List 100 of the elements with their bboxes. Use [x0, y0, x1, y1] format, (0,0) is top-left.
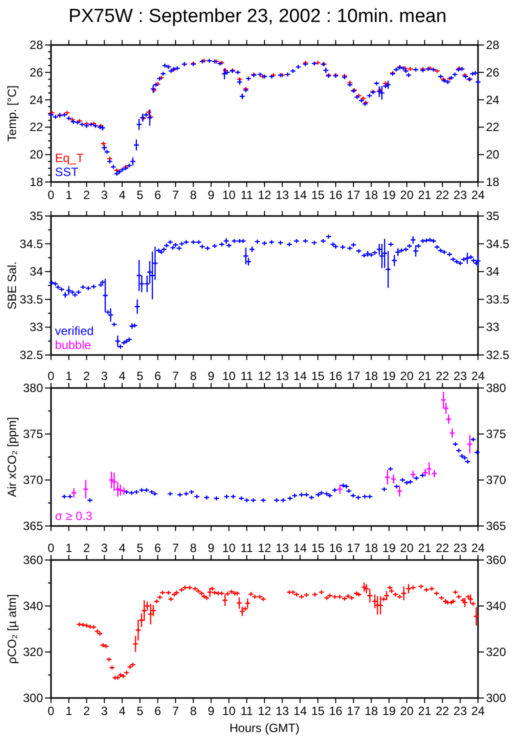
x2-tick-label: 15 [311, 369, 325, 383]
x-tick-label: 17 [346, 188, 360, 202]
x-tick-label: 19 [382, 188, 396, 202]
x2-tick-label: 3 [101, 704, 108, 718]
x2-tick-label: 19 [382, 704, 396, 718]
x-tick-label: 9 [208, 541, 215, 555]
y-tick-label: 22 [30, 120, 44, 134]
y-tick-label: 26 [30, 65, 44, 80]
x2-tick-label: 21 [418, 369, 432, 383]
x-axis-title: Hours (GMT) [230, 721, 300, 735]
x2-tick-label: 7 [172, 704, 180, 718]
x2-tick-label: 23 [454, 369, 468, 383]
x-tick-label: 13 [276, 541, 290, 555]
x-tick-label: 9 [208, 188, 215, 202]
x2-tick-label: 9 [208, 369, 215, 383]
y-tick-label: 365 [22, 519, 44, 533]
series-label: verified [55, 324, 94, 338]
x-tick-label: 3 [101, 188, 108, 202]
y-tick-label: 18 [30, 175, 44, 189]
x-tick-label: 19 [382, 541, 396, 555]
y-tick-label: 35 [30, 209, 44, 223]
x2-tick-label: 13 [276, 369, 290, 383]
x2-tick-label: 6 [154, 704, 162, 718]
x2-tick-label: 11 [240, 704, 254, 718]
x2-tick-label: 18 [364, 369, 378, 383]
y2-tick-label: 340 [486, 599, 506, 613]
x2-tick-label: 10 [222, 704, 236, 718]
x-tick-label: 15 [311, 188, 325, 202]
y-tick-label: 375 [22, 427, 44, 441]
x2-tick-label: 14 [293, 704, 308, 718]
y-tick-label: 33 [30, 320, 44, 334]
x2-tick-label: 5 [136, 704, 144, 718]
x2-tick-label: 19 [382, 369, 396, 383]
x2-tick-label: 6 [154, 369, 162, 383]
y-tick-label: 24 [30, 92, 44, 107]
x-tick-label: 16 [328, 188, 343, 202]
y-tick-label: 20 [30, 148, 44, 162]
x2-tick-label: 15 [311, 704, 325, 718]
x2-tick-label: 17 [346, 369, 360, 383]
x2-tick-label: 24 [471, 369, 485, 383]
x-tick-label: 13 [276, 188, 290, 202]
y2-tick-label: 26 [486, 65, 500, 80]
y-tick-label: 320 [22, 645, 44, 659]
x2-tick-label: 20 [400, 369, 414, 383]
x2-tick-label: 24 [471, 704, 485, 718]
x2-tick-label: 8 [190, 369, 197, 383]
x-tick-label: 22 [436, 541, 450, 555]
x-tick-label: 2 [83, 541, 90, 555]
legend-label: bubble [55, 338, 92, 352]
y-tick-label: 28 [30, 38, 44, 52]
x-tick-label: 17 [346, 541, 360, 555]
x2-tick-label: 22 [436, 369, 450, 383]
x-tick-label: 4 [118, 188, 126, 202]
y-tick-label: 34.5 [20, 236, 44, 251]
y-axis-title: Temp. [°C] [5, 85, 19, 142]
y2-tick-label: 34.5 [486, 236, 510, 251]
x-tick-label: 10 [222, 188, 236, 202]
x2-tick-label: 2 [83, 704, 90, 718]
x-tick-label: 5 [136, 188, 144, 202]
x-tick-label: 12 [258, 541, 272, 555]
x2-tick-label: 1 [65, 704, 72, 718]
x-tick-label: 23 [454, 541, 468, 555]
y2-tick-label: 360 [486, 553, 506, 567]
x2-tick-label: 3 [101, 369, 108, 383]
x2-tick-label: 0 [48, 369, 55, 383]
x2-tick-label: 23 [454, 704, 468, 718]
y2-tick-label: 33 [486, 320, 500, 334]
y2-tick-label: 320 [486, 645, 506, 659]
x-tick-label: 20 [400, 188, 414, 202]
y2-tick-label: 35 [486, 209, 500, 223]
x2-tick-label: 14 [293, 369, 308, 383]
y-tick-label: 34 [30, 264, 44, 279]
x2-tick-label: 1 [65, 369, 72, 383]
y-axis-title: SBE Sal. [5, 261, 19, 310]
x2-tick-label: 13 [276, 704, 290, 718]
x2-tick-label: 4 [118, 369, 126, 383]
x-tick-label: 1 [65, 188, 72, 202]
x-tick-label: 0 [48, 188, 55, 202]
y2-tick-label: 24 [486, 92, 500, 107]
x2-tick-label: 12 [258, 704, 272, 718]
series-label: Eq_T [55, 151, 84, 165]
y2-tick-label: 33.5 [486, 292, 510, 306]
y2-tick-label: 380 [486, 381, 506, 395]
text: SST [55, 165, 80, 179]
y-tick-label: 370 [22, 473, 44, 487]
x2-tick-label: 10 [222, 369, 236, 383]
x-tick-label: 10 [222, 541, 236, 555]
y2-tick-label: 300 [486, 691, 506, 705]
x-tick-label: 22 [436, 188, 450, 202]
x-tick-label: 6 [154, 541, 162, 555]
x2-tick-label: 8 [190, 704, 197, 718]
x-tick-label: 8 [190, 188, 197, 202]
x-tick-label: 4 [118, 541, 126, 555]
x-tick-label: 21 [418, 541, 432, 555]
x2-tick-label: 2 [83, 369, 90, 383]
x2-tick-label: 16 [328, 369, 343, 383]
y-axis-title: ρCO₂ [µ atm] [5, 594, 19, 664]
x-tick-label: 1 [65, 541, 72, 555]
x-tick-label: 5 [136, 541, 144, 555]
x2-tick-label: 0 [48, 704, 55, 718]
